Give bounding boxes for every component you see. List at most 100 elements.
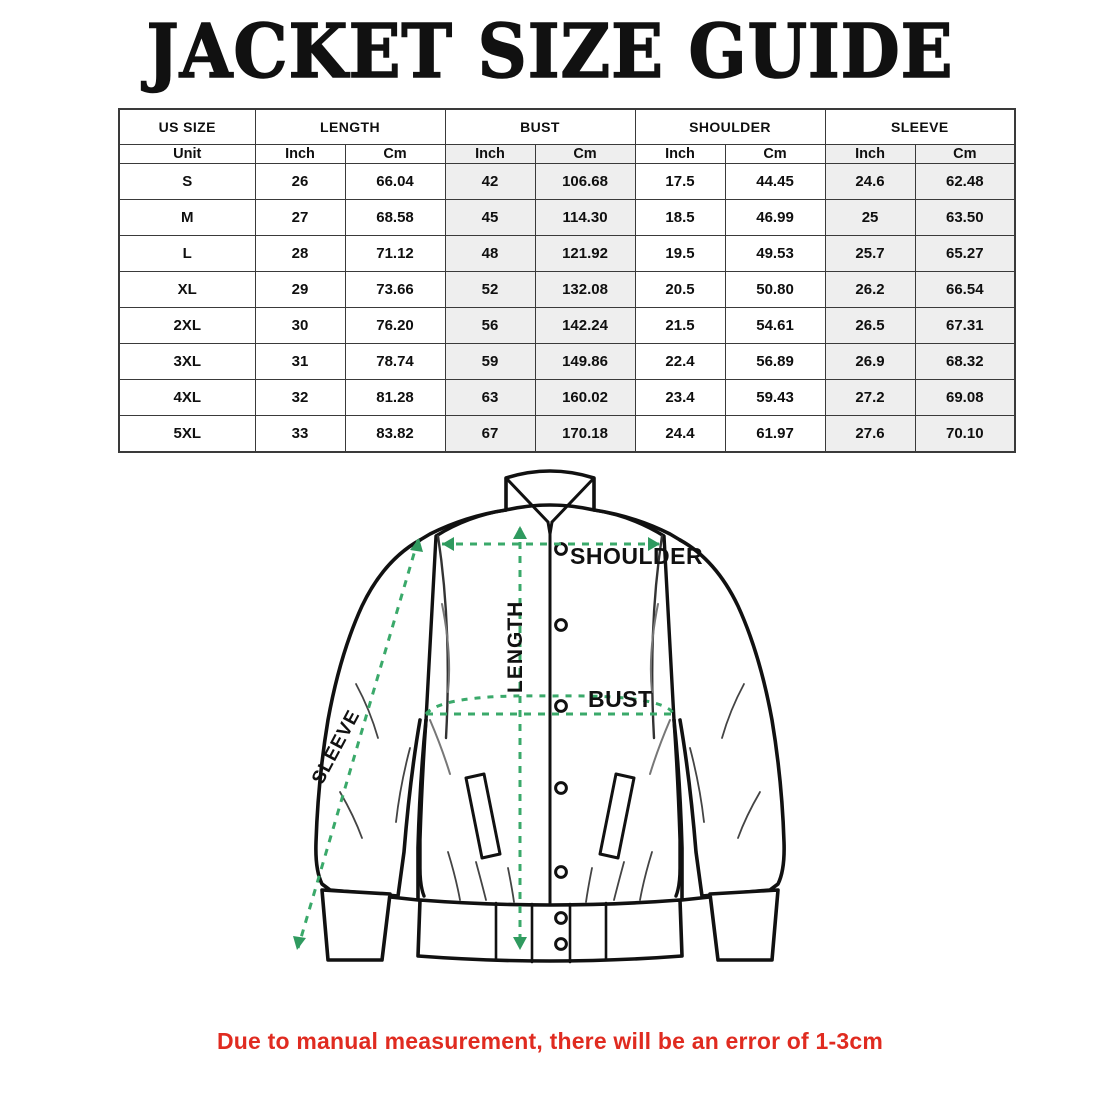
sleeve-right-outline [678,538,786,898]
cell-sleeve-cm: 70.10 [914,415,1016,453]
unit-sleeve-inch: Inch [824,144,916,164]
snap-button-5 [554,865,568,879]
cell-length-in: 33 [254,415,346,453]
measure-arrowheads [293,526,660,950]
cell-length-cm: 66.04 [344,163,446,200]
snap-buttons [554,542,568,951]
cell-length-cm: 83.82 [344,415,446,453]
cell-sleeve-cm: 63.50 [914,199,1016,236]
cell-bust-cm: 170.18 [534,415,636,453]
cell-size: L [118,235,256,272]
cell-size: 2XL [118,307,256,344]
cell-size: 5XL [118,415,256,453]
cell-bust-in: 59 [444,343,536,380]
sleeve-left-outline [314,538,422,898]
cell-sleeve-in: 25.7 [824,235,916,272]
cell-shoulder-cm: 59.43 [724,379,826,416]
table-row: 4XL 32 81.28 63 160.02 23.4 59.43 27.2 69.08 [118,379,1016,416]
jacket-diagram: SHOULDER BUST LENGTH SLEEVE [270,448,830,1028]
snap-button-4 [554,781,568,795]
collar-right-fold [550,476,596,524]
cell-bust-cm: 132.08 [534,271,636,308]
collar-left-fold [504,476,550,524]
unit-sleeve-cm: Cm [914,144,1016,164]
cell-shoulder-in: 24.4 [634,415,726,453]
jacket-illustration [293,469,786,964]
table-row: S 26 66.04 42 106.68 17.5 44.45 24.6 62.48 [118,163,1016,200]
cell-shoulder-cm: 54.61 [724,307,826,344]
cell-shoulder-in: 19.5 [634,235,726,272]
cell-length-in: 26 [254,163,346,200]
label-bust: BUST [588,686,653,712]
cell-bust-cm: 121.92 [534,235,636,272]
cell-shoulder-cm: 61.97 [724,415,826,453]
length-arrow-bottom [513,937,527,950]
shoulder-arrow-right [648,537,660,551]
cell-length-in: 31 [254,343,346,380]
cell-length-in: 27 [254,199,346,236]
torso-left-side [418,718,428,898]
cell-bust-in: 45 [444,199,536,236]
cell-shoulder-in: 18.5 [634,199,726,236]
torso-upper-left [424,508,508,722]
group-header-shoulder: SHOULDER [634,108,826,145]
label-shoulder: SHOULDER [570,543,704,569]
sleeve-arrow-bottom [293,936,306,950]
cell-bust-in: 67 [444,415,536,453]
cell-size: 3XL [118,343,256,380]
hem-gather-lines [447,851,653,903]
snap-button-7 [554,937,568,951]
unit-bust-inch: Inch [444,144,536,164]
cell-bust-in: 48 [444,235,536,272]
pocket-right [598,772,636,860]
label-length: LENGTH [504,600,527,693]
unit-bust-cm: Cm [534,144,636,164]
torso-right-side [672,718,682,898]
table-group-header-row: US SIZE LENGTH BUST SHOULDER SLEEVE [118,108,1016,145]
cell-shoulder-in: 23.4 [634,379,726,416]
table-row: 5XL 33 83.82 67 170.18 24.4 61.97 27.6 70.10 [118,415,1016,453]
unit-length-cm: Cm [344,144,446,164]
table-row: XL 29 73.66 52 132.08 20.5 50.80 26.2 66.54 [118,271,1016,308]
cell-shoulder-cm: 44.45 [724,163,826,200]
snap-button-3 [554,699,568,713]
pocket-left [464,772,502,860]
sleeve-measure-line [296,539,420,949]
group-header-sleeve: SLEEVE [824,108,1016,145]
cell-sleeve-in: 27.6 [824,415,916,453]
size-chart-table: US SIZE LENGTH BUST SHOULDER SLEEVE Unit… [118,108,1017,453]
snap-button-6 [554,911,568,925]
unit-shoulder-inch: Inch [634,144,726,164]
cell-shoulder-cm: 56.89 [724,343,826,380]
cell-length-in: 29 [254,271,346,308]
unit-label: Unit [118,144,256,164]
cell-shoulder-in: 21.5 [634,307,726,344]
cell-sleeve-cm: 66.54 [914,271,1016,308]
cell-sleeve-cm: 67.31 [914,307,1016,344]
cell-bust-in: 52 [444,271,536,308]
cell-sleeve-in: 27.2 [824,379,916,416]
cell-sleeve-in: 26.2 [824,271,916,308]
cell-sleeve-cm: 68.32 [914,343,1016,380]
cell-shoulder-in: 22.4 [634,343,726,380]
cell-size: S [118,163,256,200]
cell-length-cm: 81.28 [344,379,446,416]
unit-length-inch: Inch [254,144,346,164]
table-row: L 28 71.12 48 121.92 19.5 49.53 25.7 65.27 [118,235,1016,272]
cell-sleeve-cm: 62.48 [914,163,1016,200]
table-row: 2XL 30 76.20 56 142.24 21.5 54.61 26.5 67.31 [118,307,1016,344]
shoulder-arrow-left [442,537,454,551]
cell-bust-cm: 114.30 [534,199,636,236]
cell-length-cm: 71.12 [344,235,446,272]
cell-sleeve-in: 26.9 [824,343,916,380]
cell-shoulder-in: 17.5 [634,163,726,200]
cell-shoulder-in: 20.5 [634,271,726,308]
cell-length-cm: 76.20 [344,307,446,344]
group-header-length: LENGTH [254,108,446,145]
cell-sleeve-in: 24.6 [824,163,916,200]
cuff-right [708,888,780,962]
torso-upper-right [592,508,676,722]
waistband [416,898,684,963]
cell-sleeve-cm: 65.27 [914,235,1016,272]
cell-shoulder-cm: 50.80 [724,271,826,308]
